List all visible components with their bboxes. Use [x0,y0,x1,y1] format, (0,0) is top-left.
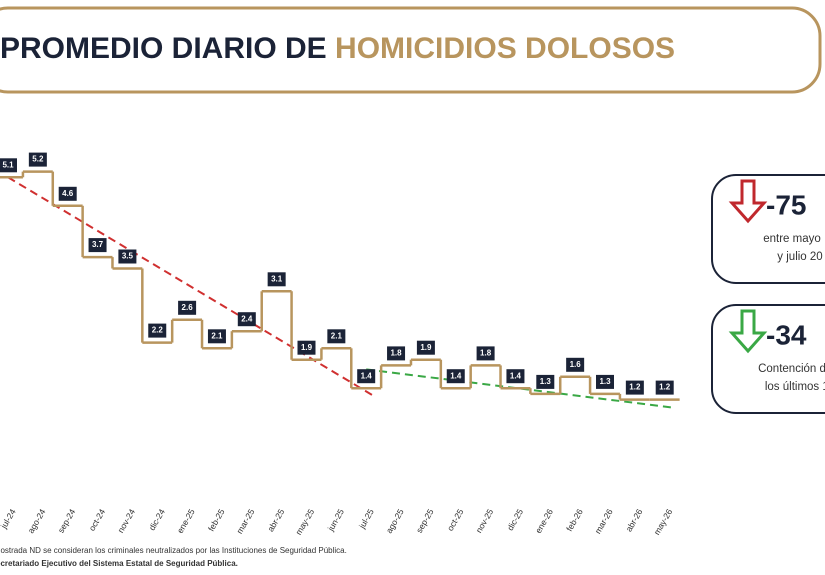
value-label-box [476,346,495,361]
cards: -75 entre mayo y julio 20 -34 Contención d lo… [711,174,825,414]
x-tick-label: sep-25 [414,507,436,535]
value-label: 1.4 [361,371,373,380]
x-tick-label: abr-26 [624,507,645,534]
x-tick-label: ene-25 [175,507,197,535]
value-label-box [327,329,346,344]
x-tick-label: sep-24 [56,507,78,535]
x-tick-label: dic-24 [147,507,167,532]
x-tick-label: may-26 [652,507,675,537]
value-label: 2.4 [241,314,253,323]
x-tick-label: oct-25 [445,507,466,533]
x-tick-label: nov-25 [474,507,496,535]
x-tick-label: jul-24 [0,507,18,531]
value-label-box [28,152,47,167]
value-label: 1.2 [629,383,641,392]
header-box [0,6,822,94]
card-value: -34 [766,319,807,350]
value-label-box [58,186,77,201]
value-label: 2.1 [211,331,223,340]
value-label: 1.2 [659,383,671,392]
value-label: 4.6 [62,189,74,198]
value-label-box [536,374,555,389]
value-label-box [387,346,406,361]
value-label: 1.8 [480,349,492,358]
x-tick-label: dic-25 [505,507,525,532]
x-tick-label: ene-26 [533,507,555,535]
footnote: nostrada ND se consideran los criminales… [0,546,347,555]
title-part: HOMICIDIOS DOLOSOS [335,32,675,65]
value-label: 1.6 [570,360,582,369]
x-tick-label: oct-24 [87,507,108,533]
x-tick-label: mar-26 [593,507,615,536]
value-label-box [446,369,465,384]
card-arrow [728,179,768,224]
trend-line [7,176,375,398]
value-label: 3.5 [122,252,134,261]
value-label: 1.4 [450,371,462,380]
value-label-box [0,158,17,173]
value-label: 1.9 [301,343,313,352]
value-label-box [178,300,197,315]
value-label: 3.7 [92,240,104,249]
title-part: PROMEDIO DIARIO DE [0,32,335,65]
x-tick-label: abr-25 [265,507,286,534]
value-label-box [596,374,614,389]
value-label-box [148,323,167,338]
x-tick-label: ago-24 [26,507,48,535]
value-label: 5.2 [32,155,44,164]
value-label-box [297,340,316,355]
value-label: 5.1 [2,160,14,169]
x-tick-label: may-25 [293,507,316,537]
card-text: los últimos 10 [765,381,825,393]
value-label: 1.3 [540,377,552,386]
chart-title: PROMEDIO DIARIO DE HOMICIDIOS DOLOSOS [0,32,675,65]
x-tick-label: ago-25 [384,507,406,535]
value-label-box [237,312,256,327]
value-label-box [506,369,525,384]
x-tick-label: nov-24 [115,507,137,535]
value-label: 2.1 [331,331,343,340]
value-label-box [625,380,644,395]
value-label: 3.1 [271,274,283,283]
card-text: Contención d [758,363,825,375]
value-label-box [88,238,107,253]
footnote: ecretariado Ejecutivo del Sistema Estata… [0,559,238,568]
x-tick-label: jun-25 [325,507,346,534]
value-label-box [655,380,674,395]
value-label-box [207,329,226,344]
value-label: 1.8 [390,349,402,358]
x-tick-label: feb-26 [564,507,585,533]
value-label: 1.3 [599,377,611,386]
x-tick-label: mar-25 [234,507,256,536]
value-label-box [357,369,376,384]
card-text: entre mayo [763,233,821,245]
value-label: 2.6 [182,303,194,312]
value-label: 1.4 [510,371,522,380]
value-label-box [566,357,585,372]
value-label: 1.9 [420,343,432,352]
card-text: y julio 20 [777,251,822,263]
value-label-box [416,340,435,355]
card-arrow [728,309,768,354]
value-label: 2.2 [152,326,164,335]
value-label-box [118,249,137,264]
x-tick-label: feb-25 [206,507,227,533]
x-tick-label: jul-25 [356,507,376,531]
card-value: -75 [766,189,806,220]
value-label-box [267,272,286,287]
